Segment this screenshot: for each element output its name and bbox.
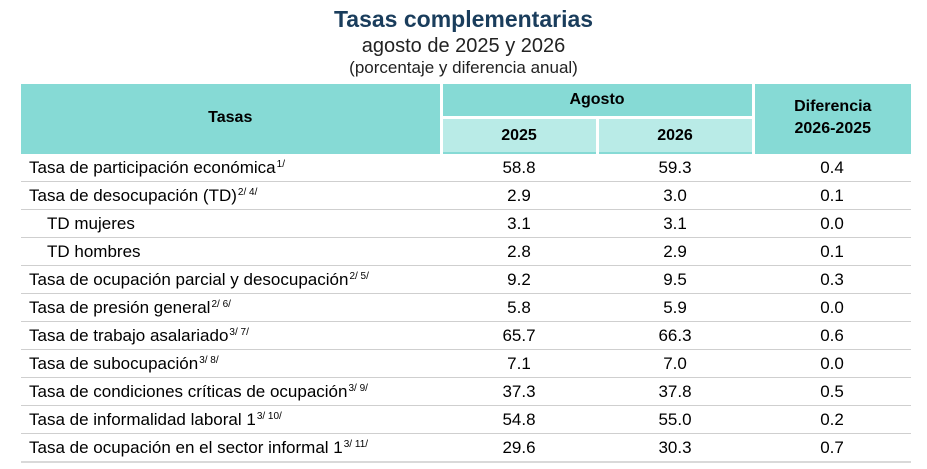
row-label-cell: Tasa de subocupación3/ 8/ (21, 349, 441, 378)
footnote-ref: 3/ 11/ (343, 438, 369, 450)
value-2026: 5.9 (597, 293, 754, 322)
value-2026: 30.3 (597, 433, 754, 463)
row-label-cell: Tasa de trabajo asalariado3/ 7/ (21, 321, 441, 350)
footnote-ref: 2/ 5/ (349, 270, 369, 282)
row-label: TD mujeres (47, 213, 135, 233)
table-row: Tasa de condiciones críticas de ocupació… (21, 377, 912, 406)
value-2025: 2.8 (441, 237, 597, 266)
value-diferencia: 0.7 (753, 433, 912, 463)
row-label: Tasa de condiciones críticas de ocupació… (29, 381, 348, 401)
table-row: Tasa de ocupación en el sector informal … (21, 433, 912, 463)
table-row: Tasa de subocupación3/ 8/7.1 7.0 0.0 (21, 349, 912, 378)
value-2025: 54.8 (441, 405, 597, 434)
row-label: Tasa de informalidad laboral 1 (29, 409, 256, 429)
value-diferencia: 0.1 (753, 237, 912, 266)
table-row: TD hombres 2.8 2.9 0.1 (21, 237, 912, 266)
unit-note: (porcentaje y diferencia anual) (349, 58, 578, 77)
value-diferencia: 0.0 (753, 293, 912, 322)
row-label: Tasa de desocupación (TD) (29, 185, 237, 205)
table-row: Tasa de participación económica1/58.8 59.… (21, 152, 912, 182)
value-2026: 2.9 (597, 237, 754, 266)
title-block: Tasas complementarias agosto de 2025 y 2… (0, 4, 927, 80)
value-diferencia: 0.1 (753, 181, 912, 210)
table-body: Tasa de participación económica1/58.8 59.… (21, 152, 912, 463)
row-label-cell: Tasa de participación económica1/ (21, 152, 441, 182)
value-2026: 59.3 (597, 152, 754, 182)
row-label-cell: TD mujeres (21, 209, 441, 238)
table-row: Tasa de informalidad laboral 13/ 10/54.8… (21, 405, 912, 434)
value-2025: 29.6 (441, 433, 597, 463)
value-2025: 65.7 (441, 321, 597, 350)
rates-table: Tasas Agosto Diferencia 2026-2025 2025 2… (21, 84, 912, 463)
header-agosto: Agosto (441, 84, 754, 119)
row-label-cell: Tasa de informalidad laboral 13/ 10/ (21, 405, 441, 434)
value-2026: 37.8 (597, 377, 754, 406)
value-2025: 9.2 (441, 265, 597, 294)
value-2025: 58.8 (441, 152, 597, 182)
header-diferencia-line2: 2026-2025 (794, 120, 872, 137)
row-label: Tasa de subocupación (29, 353, 199, 373)
row-label: Tasa de presión general (29, 297, 211, 317)
value-2025: 7.1 (441, 349, 597, 378)
value-2025: 3.1 (441, 209, 597, 238)
value-diferencia: 0.4 (753, 152, 912, 182)
header-diferencia-line1: Diferencia (794, 98, 872, 115)
table-header: Tasas Agosto Diferencia 2026-2025 2025 2… (21, 84, 912, 153)
row-label: TD hombres (47, 241, 141, 261)
value-diferencia: 0.0 (753, 209, 912, 238)
row-label: Tasa de ocupación parcial y desocupación (29, 269, 349, 289)
row-label: Tasa de participación económica (29, 157, 276, 177)
row-label-cell: Tasa de desocupación (TD)2/ 4/ (21, 181, 441, 210)
table-row: Tasa de ocupación parcial y desocupación… (21, 265, 912, 294)
table-row: Tasa de presión general2/ 6/5.8 5.9 0.0 (21, 293, 912, 322)
value-2026: 9.5 (597, 265, 754, 294)
header-year-2025: 2025 (441, 117, 599, 153)
header-tasas: Tasas (21, 84, 443, 153)
footnote-ref: 3/ 8/ (199, 354, 219, 366)
value-diferencia: 0.6 (753, 321, 912, 350)
value-diferencia: 0.5 (753, 377, 912, 406)
value-diferencia: 0.0 (753, 349, 912, 378)
value-2025: 37.3 (441, 377, 597, 406)
row-label: Tasa de trabajo asalariado (29, 325, 229, 345)
footnote-ref: 3/ 10/ (256, 410, 282, 422)
row-label-cell: Tasa de ocupación en el sector informal … (21, 433, 441, 463)
row-label: Tasa de ocupación en el sector informal … (29, 437, 343, 457)
value-2026: 7.0 (597, 349, 754, 378)
row-label-cell: TD hombres (21, 237, 441, 266)
header-diferencia: Diferencia 2026-2025 (751, 84, 912, 153)
table-row: TD mujeres 3.1 3.1 0.0 (21, 209, 912, 238)
header-year-2026: 2026 (597, 117, 754, 153)
value-2026: 3.1 (597, 209, 754, 238)
value-diferencia: 0.3 (753, 265, 912, 294)
value-2025: 5.8 (441, 293, 597, 322)
footnote-ref: 2/ 4/ (237, 186, 258, 198)
page-subtitle: agosto de 2025 y 2026 (361, 35, 566, 57)
row-label-cell: Tasa de condiciones críticas de ocupació… (21, 377, 441, 406)
row-label-cell: Tasa de presión general2/ 6/ (21, 293, 441, 322)
table-row: Tasa de desocupación (TD)2/ 4/2.9 3.0 0.1 (21, 181, 912, 210)
value-2025: 2.9 (441, 181, 597, 210)
page-title: Tasas complementarias (333, 6, 594, 32)
table-row: Tasa de trabajo asalariado3/ 7/65.7 66.3 0… (21, 321, 912, 350)
footnote-ref: 3/ 7/ (229, 326, 249, 338)
row-label-cell: Tasa de ocupación parcial y desocupación… (21, 265, 441, 294)
value-2026: 66.3 (597, 321, 754, 350)
value-2026: 3.0 (597, 181, 754, 210)
footnote-ref: 2/ 6/ (211, 298, 231, 310)
footnote-ref: 3/ 9/ (348, 382, 368, 394)
footnote-ref: 1/ (276, 158, 285, 170)
value-diferencia: 0.2 (753, 405, 912, 434)
value-2026: 55.0 (597, 405, 754, 434)
